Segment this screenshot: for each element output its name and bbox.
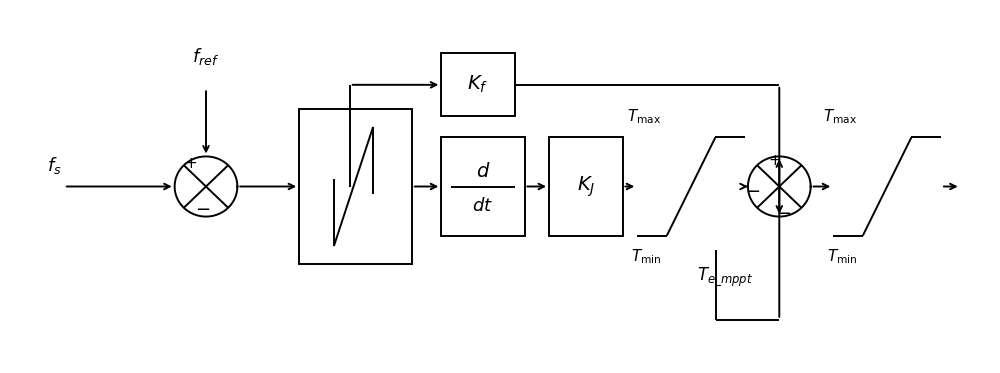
Text: $T_{\rm min}$: $T_{\rm min}$: [827, 247, 857, 266]
Bar: [299, 109, 412, 264]
Text: $-$: $-$: [776, 203, 792, 221]
Text: $-$: $-$: [195, 198, 210, 217]
Text: +: +: [768, 153, 781, 169]
Text: +: +: [184, 156, 197, 172]
Text: $d$: $d$: [476, 162, 490, 181]
Bar: [441, 53, 515, 116]
Text: $T_{e\_mppt}$: $T_{e\_mppt}$: [697, 266, 753, 288]
Bar: [549, 137, 622, 236]
Text: $T_{\rm max}$: $T_{\rm max}$: [823, 107, 857, 126]
Text: $dt$: $dt$: [472, 197, 493, 215]
Text: $K_J$: $K_J$: [577, 174, 595, 199]
Bar: [441, 137, 524, 236]
Text: $T_{\rm max}$: $T_{\rm max}$: [627, 107, 661, 126]
Text: $K_f$: $K_f$: [467, 74, 489, 95]
Text: $-$: $-$: [745, 181, 760, 198]
Text: $T_{\rm min}$: $T_{\rm min}$: [631, 247, 661, 266]
Text: $f_s$: $f_s$: [47, 155, 62, 176]
Text: $f_{ref}$: $f_{ref}$: [192, 46, 220, 67]
